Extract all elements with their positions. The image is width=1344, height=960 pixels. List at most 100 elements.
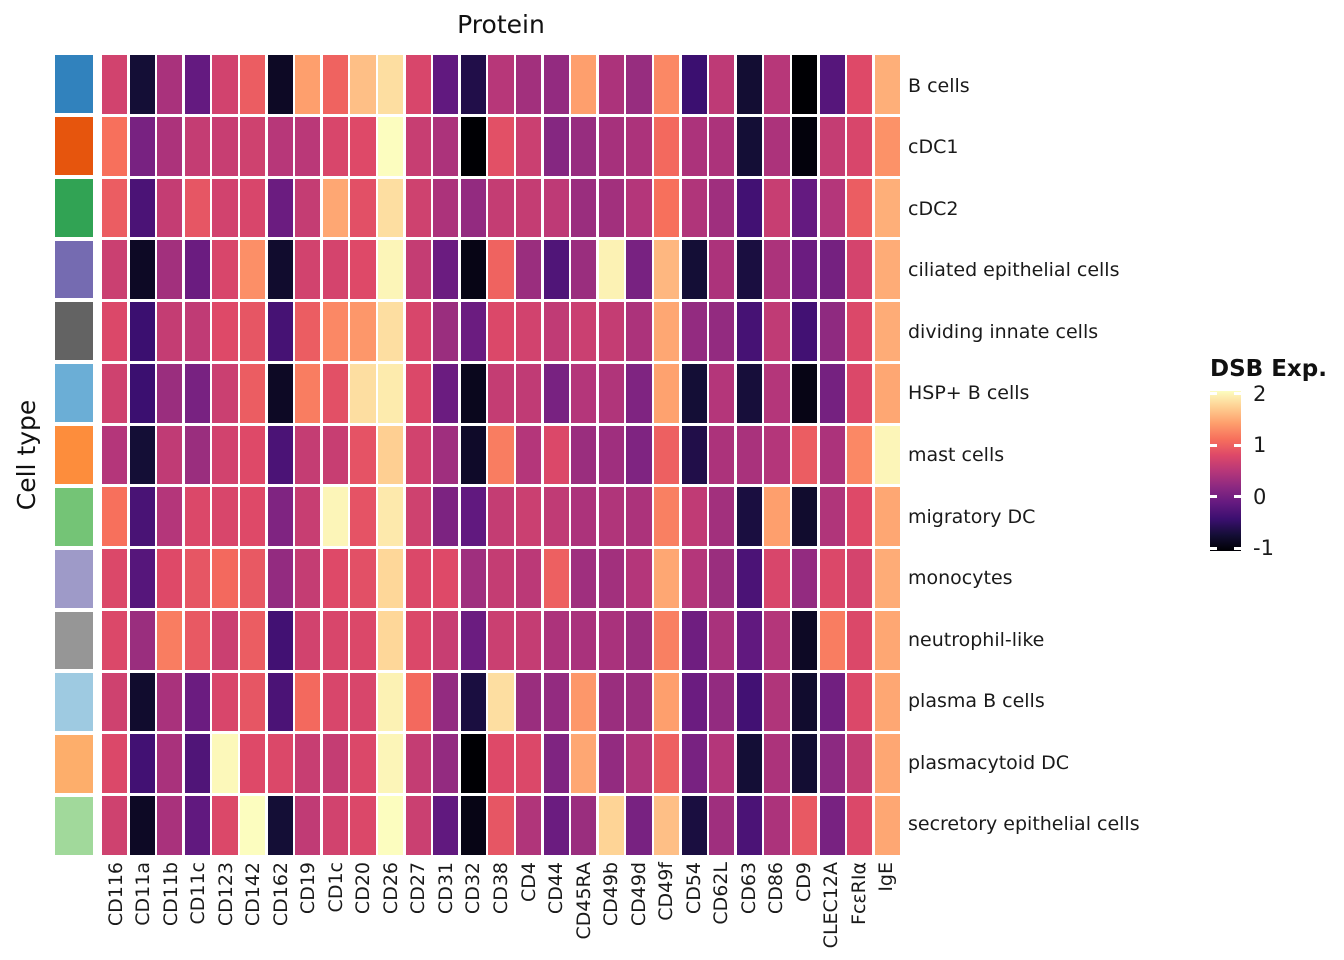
heatmap-cell: [212, 734, 238, 794]
heatmap-cell: [322, 55, 348, 114]
heatmap-cell: [295, 425, 321, 485]
heatmap-cell: [433, 116, 459, 176]
heatmap-cell: [267, 240, 293, 300]
column-label: CD142: [242, 862, 265, 927]
heatmap-cell: [792, 610, 818, 670]
column-label: IgE: [875, 862, 898, 892]
heatmap-cell: [267, 178, 293, 238]
heatmap-cell: [764, 363, 790, 423]
colorbar-tick-label: 0: [1253, 484, 1267, 509]
row-label: dividing innate cells: [908, 320, 1099, 343]
heatmap-cell: [267, 425, 293, 485]
heatmap-cell: [184, 302, 210, 361]
heatmap-cell: [709, 425, 735, 485]
heatmap-cell: [598, 116, 624, 176]
heatmap-cell: [543, 302, 569, 361]
heatmap-cell: [571, 302, 597, 361]
heatmap-cell: [157, 549, 183, 608]
heatmap-cell: [212, 178, 238, 238]
heatmap-cell: [129, 116, 155, 176]
heatmap-cell: [295, 734, 321, 794]
heatmap-cell: [267, 610, 293, 670]
heatmap-cell: [488, 796, 514, 855]
heatmap-cell: [654, 487, 680, 547]
heatmap-cell: [847, 55, 873, 114]
column-label: CD9: [792, 862, 815, 902]
column-label: CLEC12A: [820, 862, 843, 949]
heatmap-cell: [102, 610, 128, 670]
heatmap-cell: [516, 487, 542, 547]
heatmap-cell: [543, 363, 569, 423]
heatmap-cell: [102, 487, 128, 547]
heatmap-cell: [129, 55, 155, 114]
row-label: plasma B cells: [908, 690, 1045, 713]
heatmap-cell: [157, 796, 183, 855]
heatmap-cell: [212, 240, 238, 300]
heatmap-cell: [543, 734, 569, 794]
heatmap-cell: [295, 549, 321, 608]
heatmap-cell: [157, 610, 183, 670]
heatmap-cell: [736, 549, 762, 608]
column-label: CD26: [379, 862, 402, 915]
heatmap-cell: [543, 425, 569, 485]
colorbar-tick-mark: [1210, 443, 1217, 447]
heatmap-cell: [488, 116, 514, 176]
column-label: CD63: [737, 862, 760, 915]
heatmap-cell: [405, 302, 431, 361]
heatmap-cell: [405, 549, 431, 608]
colorbar-tick-mark: [1234, 443, 1241, 447]
heatmap-cell: [322, 487, 348, 547]
heatmap-cell: [543, 178, 569, 238]
heatmap-cell: [240, 425, 266, 485]
heatmap-cell: [295, 487, 321, 547]
column-label: CD11b: [159, 862, 182, 927]
heatmap-cell: [736, 240, 762, 300]
heatmap-cell: [405, 610, 431, 670]
heatmap-cell: [819, 363, 845, 423]
heatmap-cell: [212, 363, 238, 423]
heatmap-cell: [184, 487, 210, 547]
heatmap-cell: [874, 116, 900, 176]
heatmap-cell: [819, 796, 845, 855]
heatmap-cell: [460, 425, 486, 485]
heatmap-cell: [460, 487, 486, 547]
heatmap-cell: [322, 363, 348, 423]
row-annotation-swatch: [55, 116, 93, 175]
legend-title: DSB Exp.: [1210, 356, 1327, 382]
heatmap-cell: [819, 610, 845, 670]
colorbar-tick-mark: [1210, 546, 1217, 550]
heatmap-cell: [681, 363, 707, 423]
heatmap-cell: [488, 672, 514, 732]
heatmap-cell: [212, 425, 238, 485]
heatmap-cell: [736, 734, 762, 794]
heatmap-cell: [792, 302, 818, 361]
heatmap-cell: [460, 240, 486, 300]
heatmap-cell: [129, 796, 155, 855]
heatmap-cell: [764, 240, 790, 300]
heatmap-cell: [681, 302, 707, 361]
heatmap-cell: [598, 240, 624, 300]
heatmap-cell: [874, 796, 900, 855]
heatmap-cell: [847, 116, 873, 176]
colorbar-tick-label: 1: [1253, 433, 1267, 458]
heatmap-cell: [240, 178, 266, 238]
heatmap-cell: [819, 425, 845, 485]
heatmap-cell: [819, 116, 845, 176]
heatmap-cell: [295, 302, 321, 361]
heatmap-cell: [295, 116, 321, 176]
heatmap-cell: [709, 734, 735, 794]
column-label: CD49b: [600, 862, 623, 927]
heatmap-cell: [709, 363, 735, 423]
heatmap-cell: [626, 240, 652, 300]
heatmap-cell: [654, 796, 680, 855]
heatmap-cell: [571, 116, 597, 176]
heatmap-cell: [350, 487, 376, 547]
heatmap-cell: [488, 363, 514, 423]
heatmap-cell: [516, 734, 542, 794]
heatmap-cell: [267, 487, 293, 547]
heatmap-cell: [405, 116, 431, 176]
heatmap-cell: [516, 796, 542, 855]
heatmap-cell: [709, 487, 735, 547]
heatmap-cell: [240, 116, 266, 176]
heatmap-cell: [295, 363, 321, 423]
